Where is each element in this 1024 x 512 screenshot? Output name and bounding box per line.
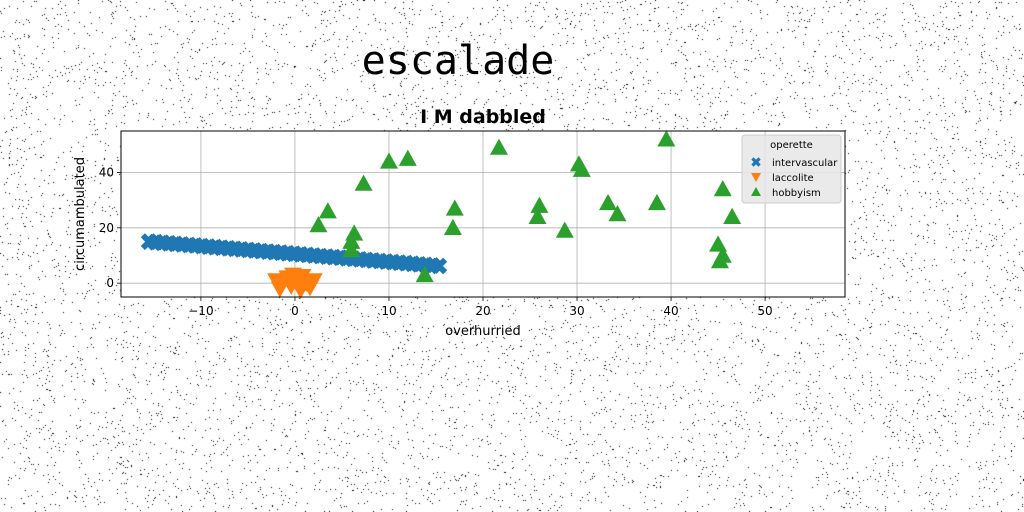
data-point: [445, 199, 464, 216]
legend: operette intervascular laccolite hobbyism: [741, 134, 842, 204]
x-tick-label: 20: [475, 304, 490, 318]
x-tick-label: 30: [569, 304, 584, 318]
axis-ticks: −10 0 10 20 30 40 50 0 20 40: [99, 166, 773, 319]
legend-marker: [751, 173, 761, 182]
data-point: [430, 257, 448, 275]
data-point: [345, 224, 364, 241]
y-tick-label: 20: [99, 221, 114, 235]
data-point: [342, 232, 361, 249]
x-tick-label: 0: [291, 304, 299, 318]
data-point: [309, 216, 328, 233]
data-point: [528, 207, 547, 224]
data-point: [530, 196, 549, 213]
x-tick-label: 40: [663, 304, 678, 318]
legend-marker: [751, 187, 761, 196]
x-tick-label: 50: [757, 304, 772, 318]
data-point: [489, 138, 508, 155]
y-axis-label: circumambulated: [73, 157, 88, 271]
legend-entry: hobbyism: [772, 188, 821, 199]
data-point: [379, 152, 398, 169]
data-point: [304, 273, 323, 290]
legend-entry: laccolite: [772, 173, 814, 184]
data-point: [723, 207, 742, 224]
data-point: [291, 282, 310, 300]
figure-suptitle: escalade: [361, 38, 555, 84]
x-tick-label: 10: [381, 304, 396, 318]
data-point: [415, 265, 434, 283]
y-tick-label: 40: [99, 166, 114, 180]
data-point: [572, 160, 591, 177]
data-point: [555, 221, 574, 238]
data-point: [647, 193, 666, 211]
legend-box: [741, 134, 842, 204]
data-point: [284, 267, 303, 284]
series-hobbyism: [309, 130, 742, 283]
y-tick-label: 0: [106, 276, 114, 290]
legend-title: operette: [770, 140, 813, 151]
legend-entry: intervascular: [772, 158, 838, 169]
data-point: [657, 130, 676, 147]
data-point: [713, 180, 732, 197]
data-point: [342, 240, 361, 258]
series-intervascular: [140, 233, 448, 275]
series-layer: [140, 130, 742, 300]
data-point: [398, 149, 417, 166]
data-point: [599, 193, 618, 211]
chart-title: I M dabbled: [420, 106, 546, 128]
data-point: [713, 246, 732, 263]
data-point: [443, 218, 462, 236]
x-axis-label: overhurried: [445, 324, 521, 339]
data-point: [608, 205, 627, 222]
legend-marker: [751, 157, 761, 167]
data-point: [318, 202, 337, 219]
series-laccolite: [267, 267, 323, 300]
x-tick-label: −10: [188, 304, 213, 318]
data-point: [354, 174, 373, 191]
